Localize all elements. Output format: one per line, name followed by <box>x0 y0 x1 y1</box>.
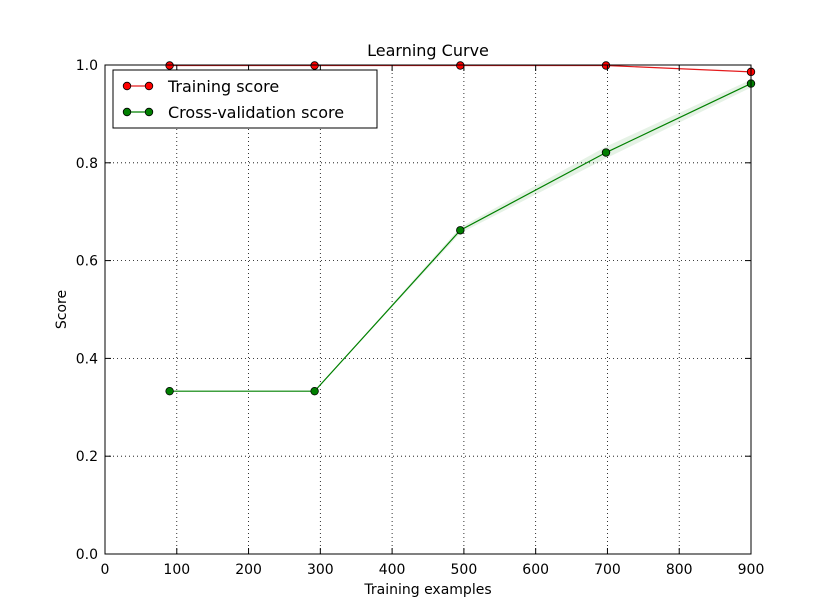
series-1-point <box>310 386 319 396</box>
legend-swatch-marker <box>144 81 154 91</box>
legend-swatch-marker <box>144 107 154 117</box>
x-tick-label: 0 <box>101 562 110 578</box>
confidence-bands <box>169 79 752 392</box>
y-tick-label: 0.8 <box>76 156 98 172</box>
series-1-point <box>601 148 611 157</box>
legend-label: Training score <box>167 77 279 96</box>
y-tick-label: 0.2 <box>76 449 98 465</box>
legend-swatch-marker <box>122 107 132 117</box>
grid <box>105 65 751 554</box>
legend-swatch-marker <box>122 81 132 91</box>
x-tick-label: 600 <box>522 562 549 578</box>
plot-frame <box>104 64 752 555</box>
x-tick-label: 900 <box>738 562 765 578</box>
x-tick-label: 800 <box>666 562 693 578</box>
y-tick-label: 0.4 <box>76 351 98 367</box>
y-axis-label: Score <box>54 290 70 329</box>
series-1-point <box>456 226 465 235</box>
legend: Training score Cross-validation score <box>112 69 378 129</box>
x-tick-label: 400 <box>379 562 406 578</box>
x-axis-ticks: 0 100 200 300 400 500 600 700 800 900 <box>101 65 765 578</box>
y-axis-ticks: 0.0 0.2 0.4 0.6 0.8 1.0 <box>76 58 751 563</box>
x-tick-label: 300 <box>307 562 334 578</box>
y-tick-label: 0.0 <box>76 547 98 563</box>
series-1-point <box>165 386 174 396</box>
legend-box <box>112 69 378 129</box>
y-tick-label: 0.6 <box>76 254 98 270</box>
x-tick-label: 700 <box>594 562 621 578</box>
x-tick-label: 100 <box>163 562 190 578</box>
plot-area <box>105 65 751 554</box>
legend-label: Cross-validation score <box>168 103 344 122</box>
x-tick-label: 500 <box>451 562 478 578</box>
y-tick-label: 1.0 <box>76 58 98 74</box>
x-tick-label: 200 <box>235 562 262 578</box>
series-1-band <box>169 79 752 392</box>
x-axis-label: Training examples <box>363 582 491 598</box>
chart-title: Learning Curve <box>367 41 489 60</box>
